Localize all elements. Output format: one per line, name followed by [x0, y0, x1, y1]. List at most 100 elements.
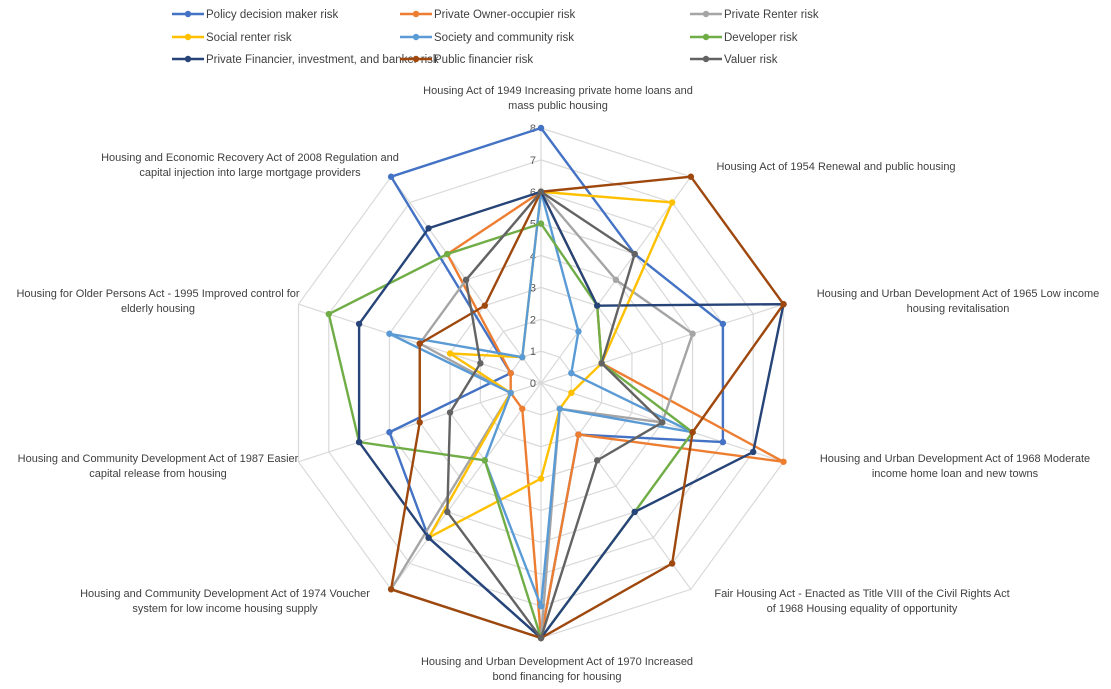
legend-label: Public financier risk — [434, 54, 533, 66]
legend-marker — [184, 10, 192, 18]
data-point — [481, 302, 488, 309]
data-point — [481, 457, 488, 464]
data-point — [719, 320, 727, 328]
series-8 — [387, 173, 787, 642]
data-point — [477, 360, 484, 367]
data-point — [462, 276, 470, 284]
data-point — [750, 448, 757, 456]
data-point — [386, 330, 393, 337]
category-label: Housing and Urban Development Act of 197… — [421, 656, 693, 683]
data-point — [537, 634, 545, 642]
tick-label: 8 — [530, 123, 536, 135]
data-point — [446, 409, 454, 416]
legend-marker — [412, 55, 420, 63]
category-label: Housing and Community Development Act of… — [18, 453, 299, 480]
data-point — [387, 586, 395, 593]
legend: Policy decision maker risk Private Owner-… — [172, 9, 819, 66]
legend-item: Valuer risk — [690, 54, 778, 66]
category-label: Fair Housing Act - Enacted as Title VIII… — [714, 588, 1009, 615]
legend-label: Policy decision maker risk — [206, 9, 339, 21]
tick-label: 7 — [530, 155, 536, 167]
data-point — [425, 225, 432, 232]
series-6 — [325, 220, 696, 642]
tick-label: 6 — [530, 187, 536, 199]
data-point — [537, 602, 545, 610]
category-label: Housing and Community Development Act of… — [80, 588, 370, 615]
legend-marker — [184, 33, 192, 41]
data-point — [575, 328, 582, 335]
legend-item: Society and community risk — [400, 32, 574, 44]
legend-marker — [412, 33, 420, 41]
series-line — [327, 222, 694, 640]
category-label: Housing and Economic Recovery Act of 200… — [101, 152, 399, 179]
data-point — [568, 369, 575, 377]
data-point — [386, 429, 393, 436]
legend-label: Private Financier, investment, and banke… — [206, 54, 439, 66]
grid-spoke — [540, 303, 784, 384]
data-point — [612, 276, 620, 284]
legend-item: Social renter risk — [172, 32, 292, 44]
legend-label: Developer risk — [724, 32, 798, 44]
tick-label: 2 — [530, 314, 536, 326]
series-layer — [325, 124, 787, 642]
data-point — [519, 354, 526, 361]
data-point — [689, 429, 696, 436]
category-label: Housing for Older Persons Act - 1995 Imp… — [16, 288, 299, 315]
data-point — [537, 475, 545, 482]
series-2 — [444, 188, 787, 642]
series-9 — [444, 188, 666, 642]
data-point — [687, 173, 695, 180]
legend-item: Developer risk — [690, 32, 798, 44]
data-point — [719, 438, 727, 446]
data-point — [689, 330, 696, 337]
legend-item: Private Financier, investment, and banke… — [172, 54, 439, 66]
data-point — [556, 405, 563, 412]
tick-label: 5 — [530, 219, 536, 231]
data-point — [537, 220, 545, 227]
data-point — [387, 173, 395, 180]
data-point — [537, 124, 545, 132]
legend-item: Policy decision maker risk — [172, 9, 339, 21]
data-point — [507, 369, 514, 377]
data-point — [598, 360, 605, 367]
data-point — [631, 508, 638, 516]
data-point — [568, 389, 575, 397]
data-point — [416, 340, 423, 347]
category-label: Housing and Urban Development Act of 196… — [820, 453, 1090, 480]
tick-label: 0 — [530, 378, 536, 390]
legend-marker — [702, 33, 710, 41]
data-point — [631, 250, 638, 258]
data-point — [507, 389, 514, 397]
data-point — [446, 350, 454, 357]
category-label: Housing Act of 1954 Renewal and public h… — [716, 161, 955, 173]
grid-spoke — [390, 382, 542, 590]
data-point — [355, 320, 363, 328]
tick-label: 1 — [530, 346, 536, 358]
legend-label: Private Renter risk — [724, 9, 819, 21]
legend-label: Valuer risk — [724, 54, 778, 66]
data-point — [780, 301, 787, 308]
legend-marker — [702, 55, 710, 63]
data-point — [444, 250, 451, 258]
series-4 — [425, 188, 676, 541]
legend-item: Public financier risk — [400, 54, 533, 66]
category-label: Housing and Urban Development Act of 196… — [817, 288, 1100, 315]
legend-marker — [184, 55, 192, 63]
data-point — [537, 188, 545, 195]
data-point — [575, 431, 582, 438]
data-point — [444, 508, 451, 516]
category-label: Housing Act of 1949 Increasing private h… — [423, 85, 693, 112]
data-point — [425, 534, 432, 541]
data-point — [594, 457, 601, 464]
data-point — [594, 302, 601, 309]
legend-label: Private Owner-occupier risk — [434, 9, 575, 21]
legend-item: Private Renter risk — [690, 9, 819, 21]
data-point — [659, 419, 666, 426]
data-point — [780, 458, 787, 465]
legend-label: Social renter risk — [206, 32, 292, 44]
data-point — [668, 199, 676, 206]
data-point — [325, 310, 332, 318]
legend-item: Private Owner-occupier risk — [400, 9, 575, 21]
